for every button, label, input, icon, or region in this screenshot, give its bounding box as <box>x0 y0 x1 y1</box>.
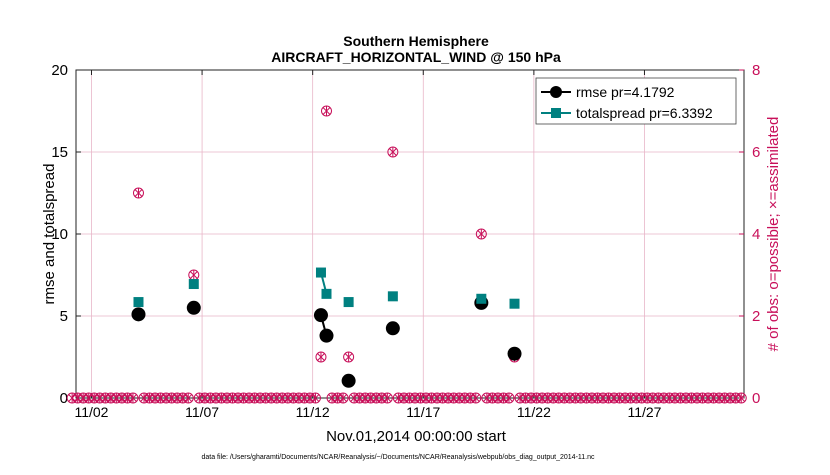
obs-count-marker <box>204 392 216 404</box>
chart-subtitle: AIRCRAFT_HORIZONTAL_WIND @ 150 hPa <box>271 49 561 65</box>
rmse-point <box>341 373 356 388</box>
y-tick-label: 20 <box>51 62 68 79</box>
y2-tick-label: 4 <box>752 226 760 243</box>
y-tick-label: 0 <box>60 390 68 407</box>
obs-count-marker <box>238 392 250 404</box>
x-tick-label: 11/17 <box>406 404 440 420</box>
obs-count-marker <box>315 351 327 363</box>
totalspread-point <box>133 297 144 308</box>
obs-count-marker <box>254 392 266 404</box>
totalspread-point <box>188 279 199 290</box>
obs-count-marker <box>105 392 117 404</box>
rmse-point <box>186 300 201 315</box>
obs-count-marker <box>321 105 332 117</box>
obs-count-marker <box>652 392 664 404</box>
obs-count-marker <box>475 228 487 240</box>
obs-count-marker <box>448 392 460 404</box>
x-tick-label: 11/12 <box>296 404 330 420</box>
obs-count-marker <box>232 392 244 404</box>
obs-count-marker <box>708 392 720 404</box>
totalspread-point <box>387 291 398 302</box>
totalspread-point <box>321 288 332 299</box>
totalspread-point <box>315 267 326 278</box>
totalspread-point <box>509 298 520 309</box>
y2-tick-label: 2 <box>752 308 760 325</box>
obs-count-marker <box>370 392 382 404</box>
obs-count-marker <box>619 392 631 404</box>
obs-count-marker <box>542 392 554 404</box>
y-tick-label: 5 <box>60 308 68 325</box>
obs-count-marker <box>343 351 355 363</box>
y2-axis-label: # of obs: o=possible; ×=assimilated <box>765 117 782 352</box>
series-layer <box>131 267 522 388</box>
obs-count-marker <box>88 392 100 404</box>
x-axis-label: Nov.01,2014 00:00:00 start <box>326 428 507 445</box>
obs-count-marker <box>431 392 443 404</box>
obs-count-marker <box>437 392 449 404</box>
obs-count-marker <box>497 392 509 404</box>
obs-count-marker <box>426 392 438 404</box>
obs-count-marker <box>348 392 360 404</box>
x-tick-label: 11/07 <box>185 404 219 420</box>
obs-count-marker <box>470 392 482 404</box>
rmse-point <box>313 308 328 323</box>
rmse-point <box>131 307 146 322</box>
y2-tick-label: 8 <box>752 62 760 79</box>
obs-count-marker <box>99 392 111 404</box>
legend-rmse-marker <box>550 86 562 98</box>
legend-totalspread-label: totalspread pr=6.3392 <box>576 105 713 121</box>
obs-count-marker <box>337 392 349 404</box>
y2-tick-label: 6 <box>752 144 760 161</box>
data-file-footnote: data file: /Users/gharamti/Documents/NCA… <box>201 454 595 461</box>
obs-count-marker <box>520 392 532 404</box>
obs-count-marker <box>735 392 747 404</box>
y-tick-label: 10 <box>51 226 68 243</box>
y-axis-label: rmse and totalspread <box>41 164 58 305</box>
rmse-point <box>507 346 522 361</box>
obs-count-marker <box>199 392 211 404</box>
axis-ticks: 11/02 11/07 11/12 11/17 11/22 11/27 0 5 10 15 20 0 2… <box>51 62 760 420</box>
obs-count-marker <box>260 392 272 404</box>
y-tick-label: 15 <box>51 144 68 161</box>
obs-count-marker <box>282 392 294 404</box>
x-tick-label: 11/22 <box>517 404 551 420</box>
obs-count-marker <box>453 392 465 404</box>
rmse-point <box>385 321 400 336</box>
obs-count-marker <box>127 392 139 404</box>
x-tick-label: 11/02 <box>74 404 108 420</box>
obs-count-marker <box>503 392 515 404</box>
obs-count-marker <box>514 392 526 404</box>
obs-count-marker <box>697 392 709 404</box>
obs-count-marker <box>381 392 393 404</box>
legend-totalspread-marker <box>551 108 561 118</box>
grid <box>76 70 744 398</box>
y2-tick-label: 0 <box>752 390 760 407</box>
x-tick-label: 11/27 <box>627 404 661 420</box>
obs-count-marker <box>182 392 194 404</box>
obs-count-marker <box>66 392 78 404</box>
obs-count-marker <box>564 392 576 404</box>
chart-title: Southern Hemisphere <box>343 33 489 49</box>
legend: rmse pr=4.1792 totalspread pr=6.3392 <box>535 77 737 125</box>
legend-rmse-label: rmse pr=4.1792 <box>576 84 675 100</box>
obs-count-marker <box>359 392 371 404</box>
obs-count-marker <box>132 187 144 199</box>
totalspread-point <box>476 293 487 304</box>
obs-count-marker <box>188 269 200 281</box>
legend-box <box>535 77 737 125</box>
totalspread-point <box>343 297 354 308</box>
obs-count-markers <box>66 105 747 404</box>
obs-count-marker <box>387 146 399 158</box>
rmse-point <box>319 328 334 343</box>
obs-count-marker <box>309 392 321 404</box>
obs-count-marker <box>547 392 559 404</box>
